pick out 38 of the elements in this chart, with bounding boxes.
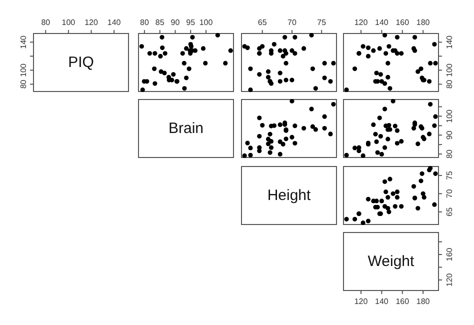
- x-tick-label: 85: [155, 18, 165, 27]
- x-tick-label: 80: [140, 18, 150, 27]
- x-tick-label: 120: [354, 297, 368, 306]
- x-tick-label: 180: [416, 297, 430, 306]
- x-tick-label: 80: [41, 18, 51, 27]
- x-tick-label: 160: [396, 18, 410, 27]
- x-tick-label: 140: [375, 297, 389, 306]
- y-tick-label: 100: [445, 108, 454, 123]
- y-tick-label: 90: [445, 130, 454, 140]
- y-tick-label: 80: [445, 149, 454, 158]
- x-tick-label: 160: [396, 297, 410, 306]
- y-tick-label: 65: [445, 206, 454, 216]
- x-tick-label: 70: [288, 18, 297, 27]
- x-tick-label: 65: [258, 18, 268, 27]
- x-tick-label: 90: [170, 18, 180, 27]
- x-tick-label: 180: [416, 18, 430, 27]
- x-tick-label: 140: [107, 18, 122, 27]
- y-tick-label: 80: [19, 79, 28, 89]
- x-tick-label: 100: [62, 18, 76, 27]
- y-tick-label: 140: [445, 34, 454, 49]
- x-tick-label: 95: [186, 18, 196, 27]
- text: PIQ: [68, 54, 94, 71]
- y-tick-label: 100: [445, 62, 454, 77]
- text: Height: [267, 187, 311, 204]
- y-tick-label: 120: [445, 272, 454, 287]
- x-tick-label: 120: [354, 18, 368, 27]
- text: Brain: [168, 120, 204, 137]
- x-tick-label: 100: [199, 18, 214, 27]
- x-tick-label: 140: [375, 18, 389, 27]
- y-tick-label: 160: [445, 247, 454, 262]
- text: Weight: [368, 253, 414, 270]
- y-tick-label: 140: [19, 34, 28, 49]
- x-tick-label: 75: [317, 18, 327, 27]
- y-tick-label: 80: [445, 79, 454, 89]
- y-tick-label: 100: [19, 62, 28, 77]
- y-tick-label: 75: [445, 170, 454, 180]
- y-tick-label: 70: [445, 188, 454, 198]
- x-tick-label: 120: [84, 18, 98, 27]
